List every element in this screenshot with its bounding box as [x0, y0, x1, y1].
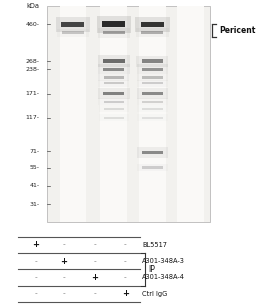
Text: -: - [93, 257, 96, 266]
Bar [137, 147, 168, 158]
Bar [59, 6, 86, 222]
Bar [103, 68, 124, 71]
Text: -: - [124, 273, 127, 282]
Bar [98, 64, 130, 74]
Text: +: + [122, 289, 129, 298]
Bar [99, 114, 129, 121]
Text: -: - [35, 273, 37, 282]
Text: -: - [63, 289, 65, 298]
Text: +: + [91, 273, 98, 282]
Bar [137, 98, 168, 105]
Bar [103, 31, 125, 34]
Text: 31-: 31- [29, 202, 40, 207]
Text: Pericentrin-Kendrin: Pericentrin-Kendrin [219, 26, 256, 35]
Text: -: - [93, 240, 96, 250]
Bar [142, 59, 163, 63]
Bar [135, 17, 169, 32]
Bar [136, 28, 169, 37]
Bar [142, 108, 163, 110]
Text: A301-348A-4: A301-348A-4 [142, 275, 185, 280]
Bar [177, 6, 204, 222]
Bar [137, 114, 168, 121]
Bar [103, 101, 124, 103]
Text: +: + [60, 257, 68, 266]
Bar [136, 56, 168, 67]
Bar [104, 108, 124, 110]
Text: -: - [93, 289, 96, 298]
Bar [142, 117, 163, 119]
Text: -: - [124, 240, 127, 250]
Bar [61, 22, 84, 27]
Bar [57, 29, 89, 37]
Text: Ctrl IgG: Ctrl IgG [142, 291, 167, 297]
Bar [97, 16, 131, 33]
Text: -: - [63, 240, 65, 250]
Bar [103, 59, 125, 63]
Bar [137, 88, 168, 99]
Text: 171-: 171- [26, 91, 40, 96]
Text: -: - [63, 273, 65, 282]
Bar [141, 22, 164, 27]
Text: A301-348A-3: A301-348A-3 [142, 258, 185, 264]
Bar [142, 151, 163, 154]
Bar [98, 80, 130, 87]
Bar [103, 76, 124, 79]
Bar [98, 88, 130, 99]
Bar [142, 92, 163, 95]
Text: 238-: 238- [26, 67, 40, 72]
Bar [99, 105, 129, 112]
Bar [137, 164, 168, 171]
Bar [103, 82, 124, 84]
Bar [98, 55, 130, 67]
Text: BL5517: BL5517 [142, 242, 167, 248]
Bar [98, 28, 130, 38]
Text: 117-: 117- [26, 115, 40, 120]
Bar [142, 76, 163, 78]
Text: 71-: 71- [29, 149, 40, 154]
Bar [98, 98, 130, 105]
Bar [137, 64, 168, 74]
Bar [142, 82, 163, 84]
Text: IP: IP [148, 265, 155, 274]
Text: +: + [32, 240, 39, 250]
Bar [141, 31, 163, 34]
Text: -: - [35, 257, 37, 266]
Bar [100, 6, 127, 222]
Bar [47, 6, 210, 222]
Bar [139, 6, 166, 222]
Text: -: - [124, 257, 127, 266]
Bar [142, 68, 163, 71]
Bar [142, 101, 163, 103]
Text: kDa: kDa [27, 3, 40, 9]
Bar [102, 22, 125, 27]
Bar [137, 74, 168, 81]
Bar [62, 31, 84, 34]
Text: -: - [35, 289, 37, 298]
Bar [98, 74, 130, 81]
Bar [137, 105, 168, 112]
Bar [56, 17, 90, 32]
Bar [137, 80, 168, 87]
Text: 460-: 460- [26, 22, 40, 27]
Bar [104, 117, 124, 119]
Text: 268-: 268- [26, 59, 40, 64]
Bar [103, 92, 124, 95]
Bar [142, 166, 163, 169]
Text: 55-: 55- [30, 165, 40, 170]
Text: 41-: 41- [29, 184, 40, 188]
